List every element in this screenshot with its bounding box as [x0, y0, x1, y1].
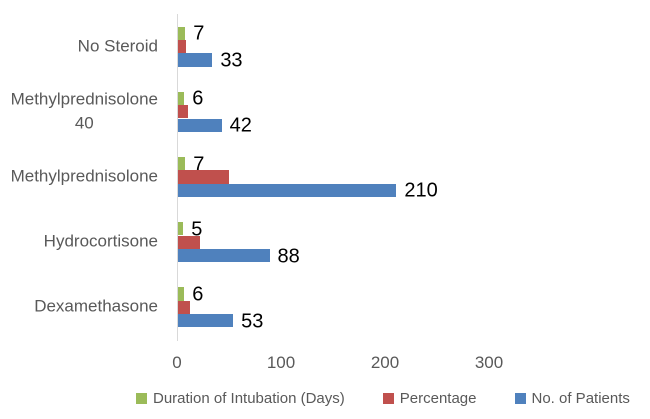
category-label-dexamethasone: Dexamethasone — [34, 297, 158, 317]
no-of-patients-bar — [178, 183, 397, 198]
category-label-hydrocortisone: Hydrocortisone — [43, 231, 158, 251]
no-of-patients-data-label: 53 — [241, 310, 264, 333]
duration-of-intubation-days-bar — [178, 287, 185, 301]
legend: Duration of Intubation (Days) Percentage N… — [136, 390, 630, 407]
legend-item-duration-of-intubation-days: Duration of Intubation (Days) — [136, 390, 345, 407]
percentage-bar — [178, 300, 191, 315]
duration-of-intubation-days-bar — [178, 91, 185, 106]
percentage-bar — [178, 105, 189, 119]
percentage-bar — [178, 235, 200, 249]
category-label-methylprednisolone-40: Methylprednisolone 40 — [10, 89, 158, 133]
percentage-legend-swatch-icon — [382, 393, 394, 404]
percentage-bar — [178, 170, 229, 184]
percentage-bar — [178, 39, 187, 54]
legend-label: No. of Patients — [531, 390, 630, 407]
x-tick-label-200: 200 — [370, 353, 400, 372]
duration-of-intubation-days-data-label: 6 — [192, 87, 204, 110]
no-of-patients-bar — [178, 314, 234, 328]
legend-item-no-of-patients: No. of Patients — [514, 390, 630, 407]
no-of-patients-bar — [178, 248, 270, 263]
duration-of-intubation-days-data-label: 7 — [193, 153, 205, 176]
no-of-patients-bar — [178, 53, 213, 67]
x-tick-label-0: 0 — [172, 353, 182, 372]
duration-of-intubation-days-data-label: 7 — [193, 22, 205, 45]
duration-of-intubation-days-data-label: 6 — [192, 283, 204, 306]
category-label-methylprednisolone: Methylprednisolone — [10, 166, 158, 186]
no-of-patients-data-label: 42 — [229, 114, 252, 137]
legend-label: Duration of Intubation (Days) — [153, 390, 345, 407]
legend-item-percentage: Percentage — [382, 390, 477, 407]
category-label-no-steroid: No Steroid — [77, 36, 158, 56]
duration-of-intubation-days-data-label: 5 — [191, 218, 203, 241]
duration-of-intubation-days-bar — [178, 156, 186, 171]
duration-of-intubation-days-bar — [178, 26, 186, 40]
x-tick-label-300: 300 — [474, 353, 504, 372]
no-of-patients-bar — [178, 118, 222, 132]
no-of-patients-data-label: 33 — [220, 49, 243, 72]
legend-label: Percentage — [399, 390, 477, 407]
no-of-patients-legend-swatch-icon — [514, 393, 526, 404]
duration-of-intubation-days-legend-swatch-icon — [136, 393, 147, 404]
x-tick-label-100: 100 — [266, 353, 296, 372]
no-of-patients-data-label: 88 — [277, 245, 300, 268]
y-axis-line — [177, 14, 178, 341]
no-of-patients-data-label: 210 — [404, 179, 438, 202]
duration-of-intubation-days-bar — [178, 222, 184, 236]
